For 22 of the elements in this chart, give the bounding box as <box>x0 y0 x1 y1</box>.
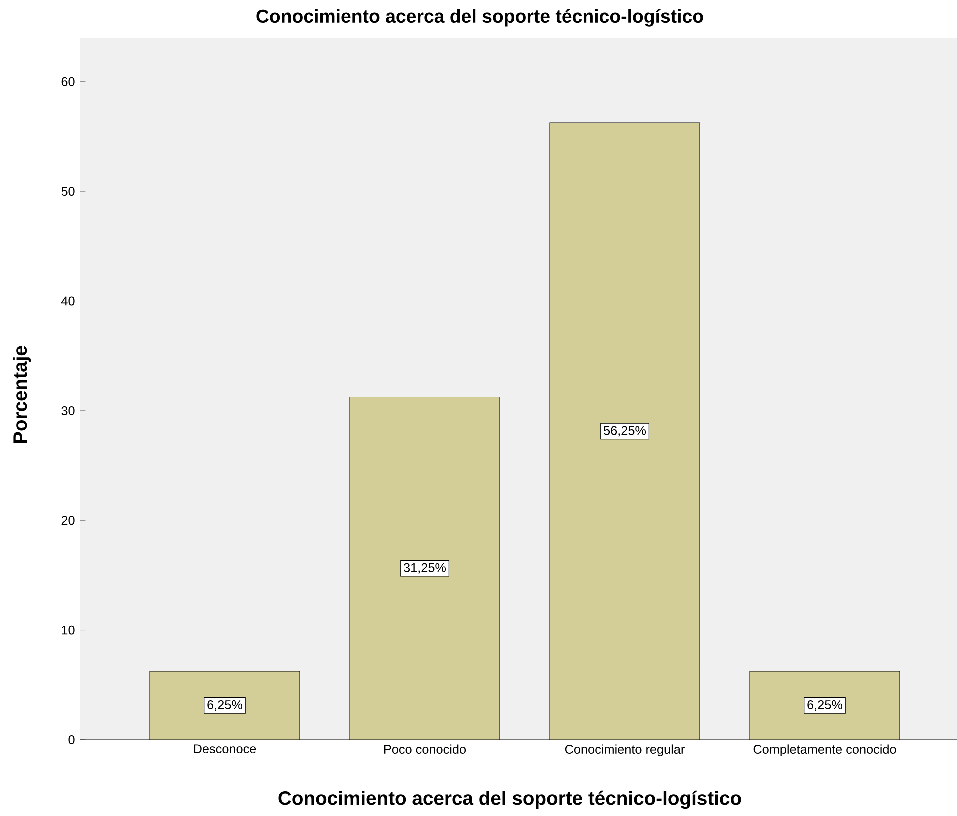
y-tick-label: 20 <box>62 516 75 526</box>
x-tick-label: Desconoce <box>194 744 256 754</box>
bar <box>750 671 900 740</box>
x-tick-label: Conocimiento regular <box>565 744 685 757</box>
y-tick-label: 40 <box>62 296 75 306</box>
bar <box>350 397 500 740</box>
data-label: 31,25% <box>404 563 446 574</box>
x-tick-label: Poco conocido <box>384 744 466 754</box>
y-tick-label: 50 <box>62 187 75 196</box>
x-axis-title: Conocimiento acerca del soporte técnico-logístico <box>278 790 742 810</box>
y-tick-label: 60 <box>62 77 75 86</box>
data-label: 6,25% <box>208 700 243 711</box>
x-tick-label: Completamente conocido <box>754 744 896 757</box>
data-label: 56,25% <box>604 426 646 437</box>
y-tick-label: 0 <box>68 736 75 744</box>
y-tick-label: 10 <box>62 626 75 635</box>
bar <box>550 123 700 740</box>
y-tick-label: 30 <box>62 406 75 416</box>
data-label: 6,25% <box>808 700 843 711</box>
chart-title: Conocimiento acerca del soporte técnico-logístico <box>256 9 704 27</box>
y-axis-title: Porcentaje <box>12 346 32 444</box>
bar <box>150 671 300 740</box>
